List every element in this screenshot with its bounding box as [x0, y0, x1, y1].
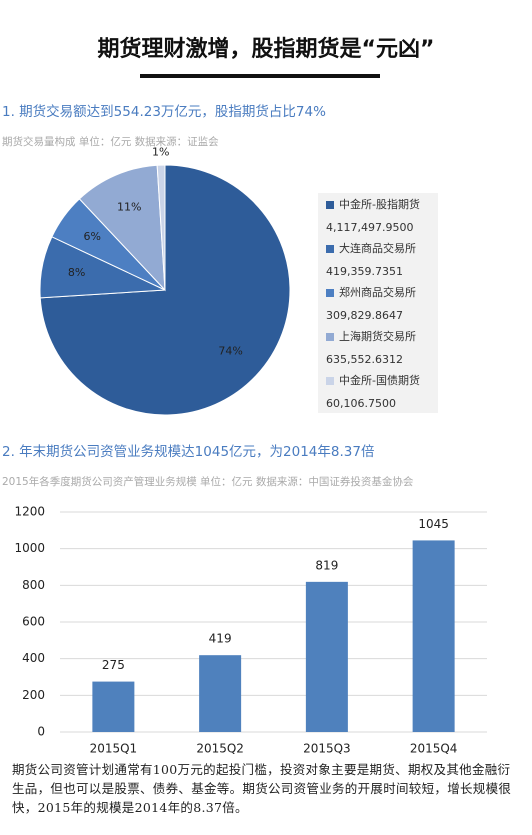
y-tick-label: 400 [22, 651, 45, 665]
legend-label: 中金所-股指期货 [339, 197, 420, 211]
x-tick-label: 2015Q2 [196, 742, 244, 756]
value-label: 819 [315, 558, 338, 572]
y-tick-label: 200 [22, 688, 45, 702]
pie-slice [78, 164, 166, 292]
slice-label: 11% [117, 200, 141, 213]
legend-amount: 635,552.6312 [326, 353, 403, 366]
legend-swatch [326, 201, 334, 209]
y-tick-label: 600 [22, 615, 45, 629]
chart-subtitle: 期货交易量构成 单位：亿元 数据来源：证监会 [2, 135, 219, 148]
chart-title: 2. 年末期货公司资管业务规模达1045亿元，为2014年8.37倍 [2, 443, 374, 460]
bar [412, 540, 455, 732]
slice-label: 1% [152, 146, 169, 159]
chart: 期货理财激增，股指期货是“元凶” 1. 期货交易额达到554.23万亿元，股指期… [2, 36, 487, 756]
y-tick-label: 800 [22, 578, 45, 592]
x-tick-label: 2015Q1 [90, 742, 138, 756]
bar [199, 655, 242, 732]
slice-label: 8% [68, 266, 85, 279]
legend-label: 郑州商品交易所 [339, 285, 416, 299]
chart-title: 1. 期货交易额达到554.23万亿元，股指期货占比74% [2, 103, 326, 120]
title-underline [140, 74, 380, 78]
slice-label: 6% [83, 230, 100, 243]
bar [92, 681, 135, 732]
x-tick-label: 2015Q4 [410, 742, 458, 756]
footer-text: 期货公司资管计划通常有100万元的起投门槛，投资对象主要是期货、期权及其他金融衍… [12, 762, 512, 815]
y-tick-label: 1200 [14, 505, 45, 519]
legend-label: 大连商品交易所 [339, 241, 416, 255]
legend-label: 中金所-国债期货 [339, 373, 420, 387]
x-tick-label: 2015Q3 [303, 742, 351, 756]
legend-box [318, 193, 438, 413]
pie-slice [156, 164, 166, 291]
page-title: 期货理财激增，股指期货是“元凶” [98, 36, 435, 62]
y-tick-label: 1000 [14, 541, 45, 555]
value-label: 419 [209, 632, 232, 646]
legend-label: 上海期货交易所 [339, 329, 416, 343]
legend-swatch [326, 333, 334, 341]
bar [305, 581, 348, 732]
chart-subtitle: 2015年各季度期货公司资产管理业务规模 单位：亿元 数据来源：中国证券投资基金… [2, 475, 414, 488]
legend-amount: 60,106.7500 [326, 397, 396, 410]
y-tick-label: 0 [37, 725, 45, 739]
legend-amount: 309,829.8647 [326, 309, 403, 322]
legend-swatch [326, 245, 334, 253]
slice-label: 74% [218, 345, 242, 358]
legend-amount: 4,117,497.9500 [326, 221, 413, 234]
legend-swatch [326, 289, 334, 297]
legend-swatch [326, 377, 334, 385]
value-label: 1045 [418, 517, 449, 531]
value-label: 275 [102, 658, 125, 672]
legend-amount: 419,359.7351 [326, 265, 403, 278]
